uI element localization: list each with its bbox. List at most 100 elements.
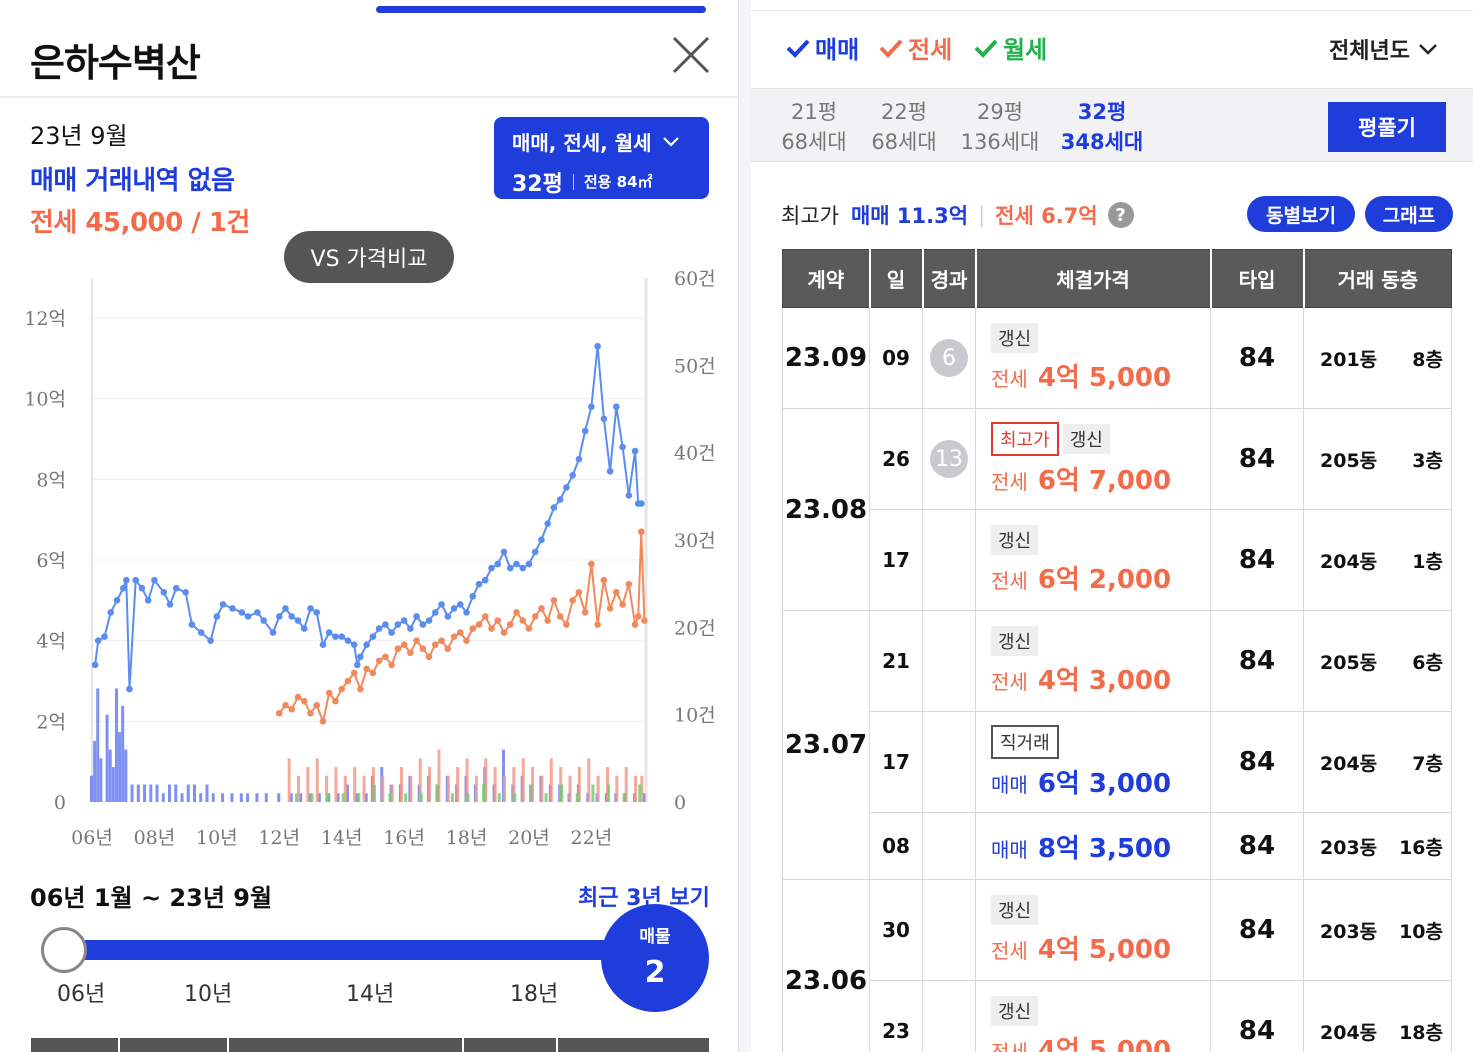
col-header-type[interactable]: 타입 <box>1210 249 1305 308</box>
period-slider-handle[interactable] <box>41 927 87 973</box>
elapsed-cell <box>922 980 976 1052</box>
check-icon <box>879 39 903 58</box>
table-row[interactable]: 23.08 26 13 최고가 갱신 전세 6억 7,000 84 205동 3층 <box>782 408 1452 611</box>
volume-bar <box>364 793 368 802</box>
help-icon[interactable]: ? <box>1107 202 1134 228</box>
price-point <box>254 609 261 616</box>
tab-units: 136세대 <box>960 130 1040 154</box>
price-cell: 갱신 전세 4억 5,000 <box>975 307 1211 409</box>
table-row[interactable]: 17 갱신 전세 6억 2,000 84 204동 1층 <box>783 509 1452 611</box>
volume-bar <box>341 793 345 802</box>
price-point <box>425 617 433 624</box>
unit-type: 84 <box>1210 879 1304 981</box>
graph-button[interactable]: 그래프 <box>1365 196 1453 232</box>
table-row[interactable]: 23.06 30 갱신 전세 4억 5,000 84 203동 10층 <box>782 879 1452 1052</box>
volume-bar <box>136 784 140 802</box>
period-slider-track[interactable] <box>60 940 620 960</box>
volume-bar <box>161 793 165 802</box>
price-point <box>344 637 352 644</box>
chevron-down-icon <box>1419 44 1437 55</box>
elapsed-cell: 13 <box>922 408 976 510</box>
elapsed-cell <box>922 610 976 712</box>
trade-kind: 전세 <box>991 469 1028 494</box>
price-line: 매매 6억 3,000 <box>991 763 1210 800</box>
close-icon[interactable] <box>670 34 712 76</box>
unit-convert-button[interactable]: 평풀기 <box>1328 102 1446 152</box>
price-point <box>550 597 558 604</box>
tab-size-21[interactable]: 21평 68세대 <box>779 97 849 157</box>
volume-bar <box>130 784 134 802</box>
filter-jeonse[interactable]: 전세 <box>878 30 952 65</box>
trade-price: 4억 3,000 <box>1037 665 1172 696</box>
tab-units: 348세대 <box>1060 130 1144 154</box>
volume-bar <box>317 793 321 802</box>
elapsed-badge: 6 <box>930 339 968 377</box>
volume-bar <box>357 793 361 802</box>
table-row[interactable]: 08 매매 8억 3,500 84 203동 16층 <box>783 812 1452 880</box>
unit-type: 84 <box>1210 408 1304 510</box>
max-price-tag: 최고가 <box>991 421 1059 456</box>
price-point <box>197 629 205 636</box>
filter-sale[interactable]: 매매 <box>785 30 859 65</box>
x-axis-tick-label: 16년 <box>383 827 425 849</box>
price-line: 전세 4억 5,000 <box>991 929 1210 966</box>
volume-bar <box>99 758 103 802</box>
contract-month: 23.06 <box>782 879 870 1052</box>
price-point <box>563 621 570 628</box>
table-row[interactable]: 23.07 21 갱신 전세 4억 3,000 84 205동 6층 <box>782 610 1452 880</box>
price-point <box>407 625 414 632</box>
col-header-elapsed[interactable]: 경과 <box>922 249 977 308</box>
price-point <box>353 661 361 669</box>
tab-size-29[interactable]: 29평 136세대 <box>959 97 1041 157</box>
price-point <box>613 588 620 596</box>
price-point <box>123 576 130 584</box>
slider-tick: 18년 <box>510 982 559 1007</box>
col-header-unit[interactable]: 거래 동층 <box>1303 249 1452 308</box>
scroll-indicator[interactable] <box>376 6 706 13</box>
floor-number: 1층 <box>1412 550 1443 573</box>
volume-bar <box>211 793 215 802</box>
year-select[interactable]: 전체년도 <box>1329 33 1438 65</box>
volume-bar <box>287 758 291 802</box>
col-header-contract[interactable]: 계약 <box>782 249 871 308</box>
trade-price: 8억 3,500 <box>1037 833 1172 864</box>
volume-bar <box>353 767 357 802</box>
tab-size-32[interactable]: 32평 348세대 <box>1059 97 1145 157</box>
volume-bar <box>577 767 581 802</box>
volume-bar <box>404 793 408 802</box>
tag-row: 갱신 <box>991 322 1210 357</box>
contract-day: 17 <box>869 509 923 611</box>
price-point <box>475 580 483 588</box>
price-point <box>288 613 296 620</box>
transactions-table: 계약 일 경과 체결가격 타입 거래 동층 23.09 09 6 갱신 전세 4억 5,0… <box>782 249 1452 1052</box>
floor-number: 3층 <box>1412 449 1443 472</box>
trade-type-select[interactable]: 매매, 전세, 월세 32평 전용 84㎡ <box>494 117 709 199</box>
price-point <box>519 617 527 624</box>
volume-bar <box>390 784 394 802</box>
renewal-tag: 갱신 <box>1062 423 1110 454</box>
selected-month: 23년 9월 <box>30 122 128 150</box>
table-row[interactable]: 23 갱신 전세 4억 5,000 84 204동 18층 <box>783 980 1452 1052</box>
price-point <box>506 564 514 572</box>
price-cell: 갱신 전세 4억 3,000 <box>975 610 1211 712</box>
tab-size-22[interactable]: 22평 68세대 <box>869 97 939 157</box>
table-row[interactable]: 17 직거래 매매 6억 3,000 84 204동 7층 <box>783 711 1452 813</box>
col-header-day[interactable]: 일 <box>869 249 924 308</box>
price-compare-button[interactable]: VS 가격비교 <box>284 231 454 283</box>
slider-tick: 10년 <box>184 982 233 1007</box>
by-building-button[interactable]: 동별보기 <box>1247 196 1355 232</box>
tab-units: 68세대 <box>871 130 937 154</box>
listing-label: 매물 <box>639 927 671 947</box>
building-number: 204동 <box>1320 1021 1378 1044</box>
volume-bar <box>294 793 298 802</box>
listing-count: 2 <box>644 955 666 990</box>
listing-count-button[interactable]: 매물 2 <box>601 904 709 1012</box>
price-point <box>538 605 545 612</box>
table-row[interactable]: 23.09 09 6 갱신 전세 4억 5,000 84 201동 8층 <box>782 307 1452 409</box>
filter-monthly[interactable]: 월세 <box>973 30 1047 65</box>
floor-number: 18층 <box>1399 1021 1443 1044</box>
volume-bar <box>388 793 392 802</box>
contract-month: 23.08 <box>782 408 870 611</box>
contract-day: 30 <box>869 879 923 981</box>
col-header-price[interactable]: 체결가격 <box>975 249 1212 308</box>
